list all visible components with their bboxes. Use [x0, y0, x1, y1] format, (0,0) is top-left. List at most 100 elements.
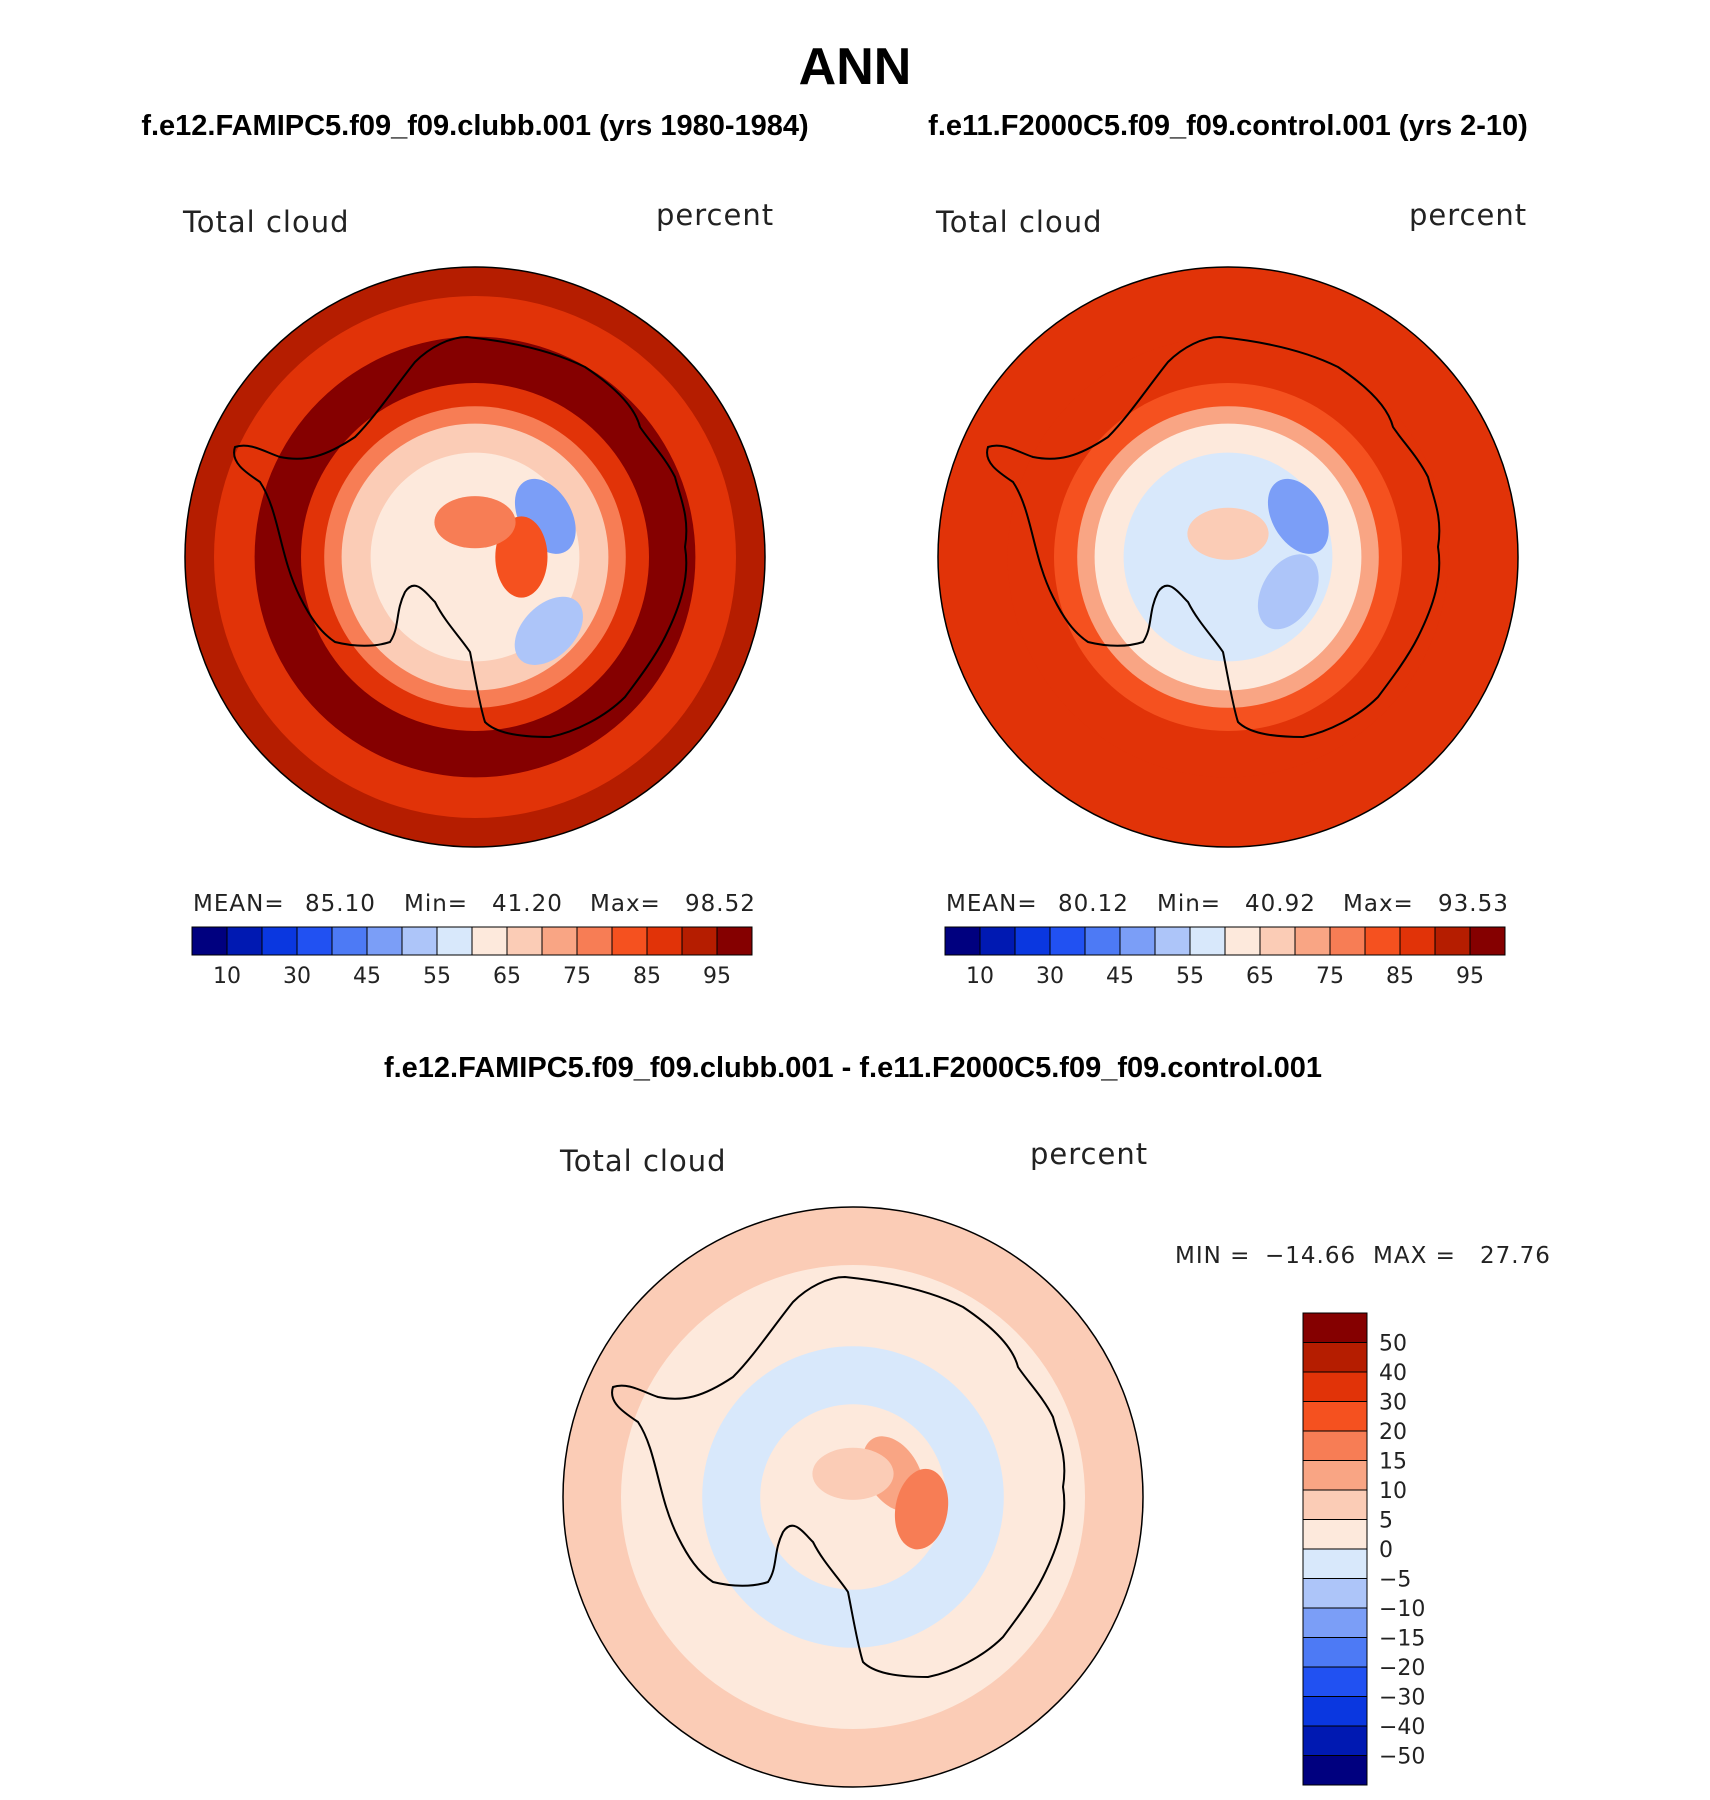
- map-boundary: [184, 266, 766, 848]
- min-label: Min=: [1157, 891, 1221, 917]
- mean-value: 85.10: [305, 891, 376, 917]
- colorbar-tick-label: 55: [1176, 964, 1204, 989]
- variable-label: Total cloud: [935, 205, 1102, 239]
- colorbar-swatch: [1224, 926, 1261, 956]
- colorbar-case2: 10 30 45 55 65 75 85 95: [944, 926, 1506, 989]
- colorbar-tick-label: 65: [493, 964, 521, 989]
- panel-case2: Total cloud percent MEAN= 80.12 Min= 40.…: [935, 198, 1527, 989]
- field-feature: [1267, 478, 1329, 554]
- panel-case1: Total cloud percent MEAN= 85.10 Min= 41.…: [182, 198, 774, 989]
- map-boundary: [562, 1206, 1144, 1788]
- colorbar-tick-label: 95: [1456, 964, 1484, 989]
- min-value: −14.66: [1265, 1243, 1356, 1269]
- map-field: [938, 267, 1518, 847]
- colorbar-tick-label: −40: [1379, 1715, 1425, 1740]
- colorbar-swatch: [1364, 926, 1401, 956]
- colorbar-swatch: [1302, 1578, 1368, 1609]
- map-boundary: [937, 266, 1519, 848]
- colorbar-tick-label: −20: [1379, 1656, 1425, 1681]
- variable-label: Total cloud: [182, 205, 349, 239]
- colorbar-tick-label: −30: [1379, 1686, 1425, 1711]
- colorbar-tick-label: −5: [1379, 1568, 1411, 1593]
- colorbar-swatch: [1302, 1371, 1368, 1402]
- panel-difference: Total cloud percent MIN = −14.66 MAX = 2…: [559, 1137, 1550, 1788]
- colorbar-swatch: [1302, 1637, 1368, 1668]
- colorbar-swatch: [1302, 1755, 1368, 1786]
- diff-title: f.e12.FAMIPC5.f09_f09.clubb.001 - f.e11.…: [384, 1052, 1322, 1084]
- colorbar-tick-label: 5: [1379, 1509, 1393, 1534]
- stats-case1: MEAN= 85.10 Min= 41.20 Max= 98.52: [193, 891, 755, 917]
- colorbar-swatch: [1399, 926, 1436, 956]
- colorbar-tick-label: 95: [703, 964, 731, 989]
- colorbar-swatch: [1302, 1401, 1368, 1432]
- map-field: [185, 267, 765, 847]
- min-label: Min=: [404, 891, 468, 917]
- colorbar-swatch: [1154, 926, 1191, 956]
- colorbar-tick-label: 40: [1379, 1361, 1407, 1386]
- mean-value: 80.12: [1058, 891, 1129, 917]
- main-title: ANN: [799, 38, 912, 96]
- colorbar-tick-label: 15: [1379, 1450, 1407, 1475]
- colorbar-swatch: [226, 926, 263, 956]
- colorbar-swatch: [1302, 1725, 1368, 1756]
- map-case1: [184, 266, 766, 848]
- max-value: 93.53: [1438, 891, 1509, 917]
- mean-label: MEAN=: [946, 891, 1038, 917]
- colorbar-tick-label: 65: [1246, 964, 1274, 989]
- colorbar-tick-label: 10: [966, 964, 994, 989]
- colorbar-swatch: [1469, 926, 1506, 956]
- colorbar-swatch: [1302, 1460, 1368, 1491]
- units-label: percent: [656, 198, 774, 232]
- colorbar-swatch: [366, 926, 403, 956]
- colorbar-swatch: [716, 926, 753, 956]
- field-feature: [514, 596, 583, 665]
- colorbar-tick-label: 10: [1379, 1479, 1407, 1504]
- colorbar-swatch: [681, 926, 718, 956]
- colorbar-swatch: [1119, 926, 1156, 956]
- colorbar-swatch: [261, 926, 298, 956]
- colorbar-swatch: [1294, 926, 1331, 956]
- stats-difference: MIN = −14.66 MAX = 27.76: [1175, 1243, 1550, 1269]
- colorbar-tick-label: 20: [1379, 1420, 1407, 1445]
- colorbar-swatch: [401, 926, 438, 956]
- map-case2: [937, 266, 1519, 848]
- colorbar-swatch: [506, 926, 543, 956]
- colorbar-tick-label: 45: [353, 964, 381, 989]
- colorbar-swatch: [1329, 926, 1366, 956]
- field-feature: [434, 496, 516, 549]
- colorbar-swatch: [1302, 1607, 1368, 1638]
- colorbar-tick-label: 55: [423, 964, 451, 989]
- colorbar-swatch: [1302, 1548, 1368, 1579]
- colorbar-swatch: [576, 926, 613, 956]
- field-feature: [1187, 507, 1269, 560]
- colorbar-swatch: [191, 926, 228, 956]
- colorbar-tick-label: 30: [283, 964, 311, 989]
- colorbar-tick-label: 85: [1386, 964, 1414, 989]
- colorbar-swatch: [1084, 926, 1121, 956]
- colorbar-tick-label: 30: [1036, 964, 1064, 989]
- variable-label: Total cloud: [559, 1144, 726, 1178]
- colorbar-tick-label: −50: [1379, 1745, 1425, 1770]
- colorbar-swatch: [471, 926, 508, 956]
- min-label: MIN =: [1175, 1243, 1250, 1269]
- colorbar-swatch: [944, 926, 981, 956]
- colorbar-case1: 10 30 45 55 65 75 85 95: [191, 926, 753, 989]
- colorbar-swatch: [541, 926, 578, 956]
- colorbar-swatch: [611, 926, 648, 956]
- colorbar-tick-label: 75: [1316, 964, 1344, 989]
- colorbar-swatch: [1302, 1342, 1368, 1373]
- map-difference: [562, 1206, 1144, 1788]
- colorbar-tick-label: −15: [1379, 1627, 1425, 1652]
- min-value: 40.92: [1245, 891, 1316, 917]
- colorbar-swatch: [296, 926, 333, 956]
- colorbar-tick-label: 0: [1379, 1538, 1393, 1563]
- units-label: percent: [1409, 198, 1527, 232]
- map-field: [563, 1207, 1143, 1787]
- colorbar-swatch: [1049, 926, 1086, 956]
- colorbar-tick-label: −10: [1379, 1597, 1425, 1622]
- colorbar-swatch: [436, 926, 473, 956]
- colorbar-swatch: [1302, 1489, 1368, 1520]
- mean-label: MEAN=: [193, 891, 285, 917]
